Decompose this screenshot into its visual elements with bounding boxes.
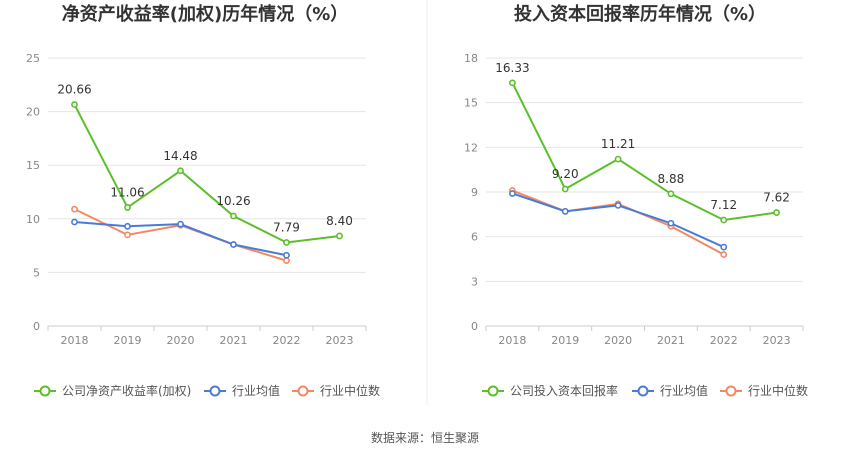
x-tick-label: 2020 bbox=[604, 334, 632, 347]
legend-label: 公司投入资本回报率 bbox=[510, 383, 618, 398]
data-point-company bbox=[614, 155, 622, 163]
y-tick-label: 15 bbox=[26, 159, 40, 172]
chart-title: 投入资本回报率历年情况（%） bbox=[514, 3, 766, 25]
legend-item-avg: 行业均值 bbox=[204, 383, 280, 398]
y-tick-label: 20 bbox=[26, 106, 40, 119]
legend-item-median: 行业中位数 bbox=[292, 383, 380, 398]
data-point-company bbox=[230, 212, 237, 220]
x-tick-label: 2022 bbox=[710, 334, 738, 347]
data-point-company bbox=[720, 216, 728, 224]
series-line-median bbox=[512, 189, 725, 256]
data-point-median bbox=[283, 257, 290, 265]
data-point-median bbox=[124, 231, 131, 239]
x-tick-label: 2023 bbox=[326, 334, 354, 347]
legend-item-median: 行业中位数 bbox=[720, 383, 808, 398]
legend-swatch-marker bbox=[725, 385, 737, 397]
data-label: 11.06 bbox=[110, 185, 144, 199]
data-point-company bbox=[773, 209, 780, 216]
y-tick-label: 12 bbox=[464, 141, 478, 154]
y-tick-label: 18 bbox=[464, 52, 478, 65]
data-point-avg bbox=[720, 243, 728, 251]
data-label: 14.48 bbox=[163, 149, 197, 163]
y-tick-label: 6 bbox=[471, 231, 478, 244]
data-point-median bbox=[720, 251, 728, 258]
y-tick-label: 0 bbox=[33, 320, 40, 333]
x-tick-label: 2019 bbox=[551, 334, 579, 347]
legend-swatch-marker bbox=[637, 385, 649, 397]
data-point-avg bbox=[124, 222, 131, 230]
data-label: 10.26 bbox=[216, 194, 250, 208]
roe-chart: 净资产收益率(加权)历年情况（%） 0 5 10 15 20 25 2018 2019 2020 2… bbox=[26, 3, 380, 398]
data-label: 8.40 bbox=[326, 214, 353, 228]
data-point-avg bbox=[614, 201, 622, 209]
legend-swatch-marker bbox=[297, 385, 309, 397]
x-tick-label: 2022 bbox=[273, 334, 301, 347]
data-point-company bbox=[336, 232, 343, 240]
legend-swatch-marker bbox=[209, 385, 221, 397]
x-tick-label: 2023 bbox=[763, 334, 791, 347]
data-point-avg bbox=[283, 251, 290, 259]
data-label: 9.20 bbox=[552, 167, 579, 181]
x-tick-label: 2020 bbox=[167, 334, 195, 347]
data-point-company bbox=[561, 185, 569, 193]
series-line-company bbox=[511, 82, 777, 222]
data-point-avg bbox=[667, 219, 675, 227]
legend-item-avg: 行业均值 bbox=[632, 383, 708, 398]
data-label: 7.62 bbox=[763, 191, 790, 205]
legend-item-company: 公司投入资本回报率 bbox=[482, 383, 618, 398]
series-line-median bbox=[74, 208, 287, 262]
x-tick-label: 2019 bbox=[114, 334, 142, 347]
data-label: 7.79 bbox=[273, 220, 300, 234]
data-point-avg bbox=[561, 207, 569, 215]
x-tick-label: 2018 bbox=[61, 334, 89, 347]
data-point-avg bbox=[509, 190, 516, 197]
legend-label: 行业中位数 bbox=[320, 383, 380, 398]
legend-label: 行业均值 bbox=[232, 383, 280, 398]
data-point-avg bbox=[71, 218, 78, 226]
source-note: 数据来源：恒生聚源 bbox=[371, 430, 479, 445]
x-tick-label: 2018 bbox=[498, 334, 526, 347]
y-tick-label: 15 bbox=[464, 97, 478, 110]
legend-swatch-marker bbox=[487, 385, 499, 397]
data-point-avg bbox=[177, 220, 184, 228]
data-point-company bbox=[283, 239, 290, 246]
y-tick-label: 9 bbox=[471, 186, 478, 199]
chart-title: 净资产收益率(加权)历年情况（%） bbox=[62, 3, 349, 25]
data-label: 8.88 bbox=[658, 172, 685, 186]
y-tick-label: 25 bbox=[26, 52, 40, 65]
data-label: 16.33 bbox=[495, 61, 529, 75]
roic-chart: 投入资本回报率历年情况（%） 0 3 6 9 12 15 18 2018 2019 2020 2021… bbox=[464, 3, 808, 398]
y-tick-label: 0 bbox=[471, 320, 478, 333]
legend-label: 行业均值 bbox=[660, 383, 708, 398]
data-point-median bbox=[71, 205, 78, 213]
legend-label: 行业中位数 bbox=[748, 383, 808, 398]
y-tick-label: 10 bbox=[26, 213, 40, 226]
legend-label: 公司净资产收益率(加权) bbox=[62, 383, 191, 398]
x-tick-label: 2021 bbox=[657, 334, 685, 347]
x-tick-label: 2021 bbox=[220, 334, 248, 347]
data-label: 20.66 bbox=[57, 83, 91, 97]
data-point-avg bbox=[230, 241, 237, 248]
y-tick-label: 5 bbox=[33, 266, 40, 279]
legend-item-company: 公司净资产收益率(加权) bbox=[34, 383, 191, 398]
y-tick-label: 3 bbox=[471, 275, 478, 288]
data-point-company bbox=[667, 190, 675, 198]
data-label: 7.12 bbox=[710, 198, 737, 212]
data-label: 11.21 bbox=[601, 137, 635, 151]
series-line-company bbox=[73, 104, 340, 244]
data-point-company bbox=[509, 79, 516, 87]
data-point-company bbox=[124, 204, 131, 211]
legend-swatch-marker bbox=[39, 385, 51, 397]
data-point-company bbox=[71, 101, 78, 108]
data-point-company bbox=[177, 167, 184, 175]
